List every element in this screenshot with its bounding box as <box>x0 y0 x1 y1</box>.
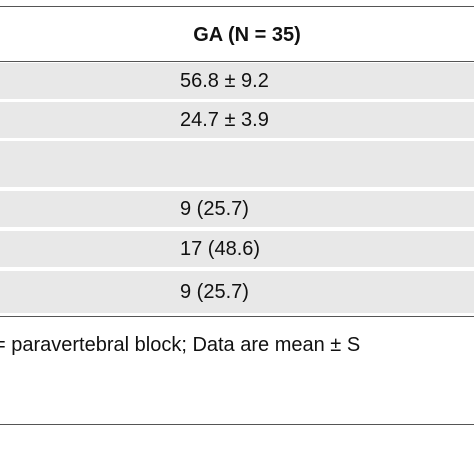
table-cell: 17 (48.6) <box>180 238 261 260</box>
table-cell: 9 (25.7) <box>180 198 249 220</box>
table-cell: 56.8 ± 9.2 <box>180 70 269 92</box>
table-row: 24.7 ± 3.9 <box>0 102 474 138</box>
bottom-rule <box>0 316 474 317</box>
column-header: GA (N = 35) <box>193 24 301 46</box>
table-row <box>0 141 474 187</box>
table-row: 17 (48.6) <box>0 231 474 267</box>
table-row: 9 (25.7) <box>0 191 474 227</box>
header-rule <box>0 61 474 62</box>
top-rule <box>0 6 474 7</box>
footnote: = paravertebral block; Data are mean ± S <box>0 334 361 356</box>
table-row: 56.8 ± 9.2 <box>0 63 474 99</box>
table-cell: 24.7 ± 3.9 <box>180 109 269 131</box>
end-rule <box>0 424 474 425</box>
table-row: 9 (25.7) <box>0 271 474 313</box>
table-cell: 9 (25.7) <box>180 281 249 303</box>
